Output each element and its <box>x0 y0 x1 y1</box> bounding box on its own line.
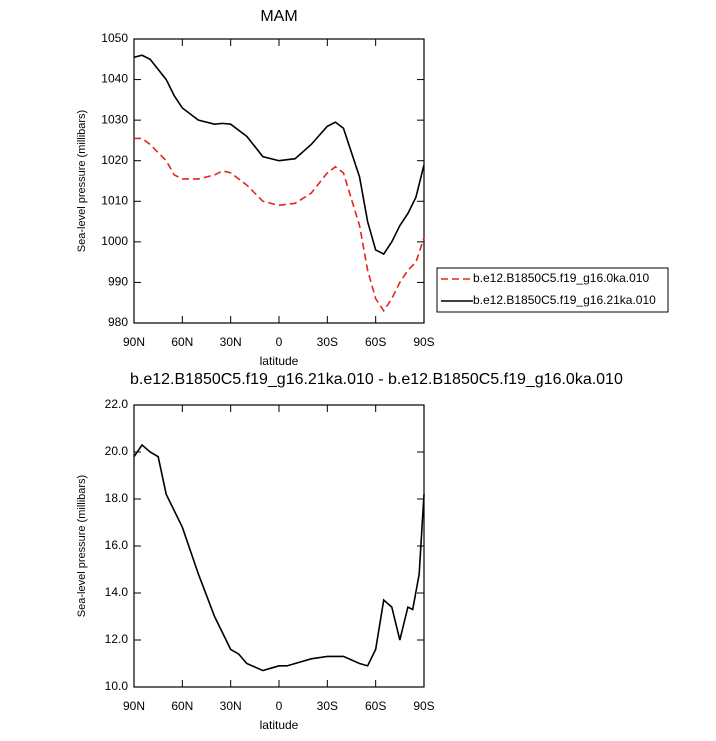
y-axis-label: Sea-level pressure (millibars) <box>76 475 88 617</box>
y-tick-label: 20.0 <box>105 444 129 458</box>
y-tick-label: 14.0 <box>105 585 129 599</box>
legend-label: b.e12.B1850C5.f19_g16.0ka.010 <box>473 271 649 285</box>
chart-title: b.e12.B1850C5.f19_g16.21ka.010 - b.e12.B… <box>130 371 623 388</box>
data-line <box>133 54 425 256</box>
legend-box <box>436 267 669 313</box>
y-tick-label: 1050 <box>101 31 128 45</box>
x-axis-label: latitude <box>260 718 299 732</box>
x-tick-label: 90N <box>123 335 145 349</box>
data-line <box>133 443 425 672</box>
chart-title: MAM <box>260 8 297 25</box>
x-tick-label: 90N <box>123 699 145 713</box>
y-tick-label: 12.0 <box>105 632 129 646</box>
x-tick-label: 0 <box>276 335 283 349</box>
y-tick-label: 10.0 <box>105 679 129 693</box>
x-tick-label: 60N <box>171 335 193 349</box>
y-tick-label: 980 <box>108 315 128 329</box>
plot-frame <box>133 38 425 324</box>
x-tick-label: 30N <box>220 699 242 713</box>
y-tick-label: 1040 <box>101 72 128 86</box>
x-tick-label: 90S <box>413 335 434 349</box>
x-tick-label: 30S <box>317 699 338 713</box>
x-tick-label: 60N <box>171 699 193 713</box>
legend-label: b.e12.B1850C5.f19_g16.21ka.010 <box>473 293 656 307</box>
x-tick-label: 30S <box>317 335 338 349</box>
x-tick-label: 60S <box>365 335 386 349</box>
x-axis-label: latitude <box>260 354 299 368</box>
x-tick-label: 0 <box>276 699 283 713</box>
x-tick-label: 90S <box>413 699 434 713</box>
y-axis-label: Sea-level pressure (millibars) <box>76 110 88 252</box>
x-tick-label: 30N <box>220 335 242 349</box>
x-tick-label: 60S <box>365 699 386 713</box>
data-line <box>134 137 425 313</box>
y-tick-label: 990 <box>108 275 128 289</box>
plot-frame <box>133 404 425 688</box>
y-tick-label: 18.0 <box>105 491 129 505</box>
y-tick-label: 1020 <box>101 153 128 167</box>
y-tick-label: 22.0 <box>105 397 129 411</box>
y-tick-label: 1000 <box>101 234 128 248</box>
y-tick-label: 1030 <box>101 112 128 126</box>
y-tick-label: 16.0 <box>105 538 129 552</box>
y-tick-label: 1010 <box>101 193 128 207</box>
